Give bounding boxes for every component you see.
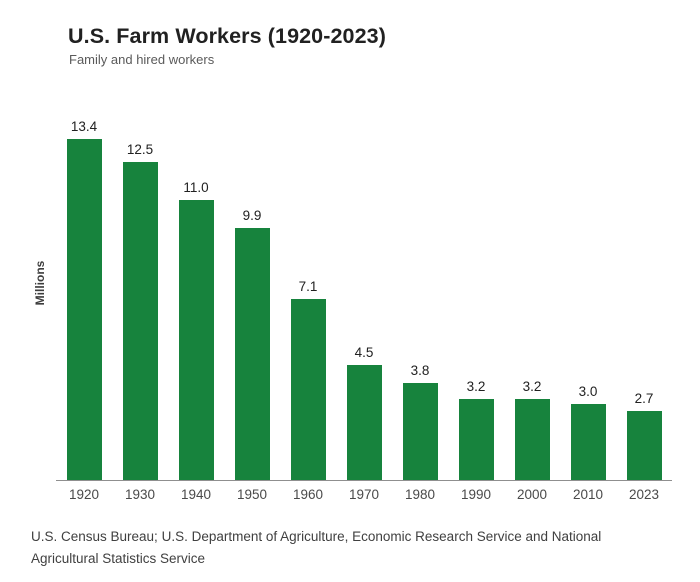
source-line-2: Agricultural Statistics Service — [31, 551, 206, 566]
bar — [570, 404, 606, 480]
bar — [458, 399, 494, 480]
bar-value-label: 3.2 — [522, 379, 542, 394]
x-tick-label: 2010 — [572, 487, 604, 502]
bar-column: 13.4 — [56, 119, 112, 480]
bar-value-label: 3.0 — [578, 384, 598, 399]
bar-value-label: 3.2 — [466, 379, 486, 394]
bar — [290, 299, 326, 480]
y-axis-label: Millions — [33, 260, 47, 306]
x-axis-labels: 1920 1930 1940 1950 1960 1970 1980 1990 2000 2010… — [56, 487, 672, 502]
bar-value-label: 2.7 — [634, 391, 654, 406]
bar-value-label: 12.5 — [126, 142, 154, 157]
bar-value-label: 11.0 — [183, 180, 209, 195]
bar — [346, 365, 382, 480]
x-tick-label: 1930 — [124, 487, 156, 502]
bar-column: 7.1 — [280, 279, 336, 480]
x-tick-label: 1970 — [348, 487, 380, 502]
chart-subtitle: Family and hired workers — [69, 52, 215, 67]
bar-column: 3.2 — [448, 379, 504, 480]
bar-value-label: 9.9 — [242, 208, 262, 223]
x-tick-label: 1960 — [292, 487, 324, 502]
x-tick-label: 1980 — [404, 487, 436, 502]
bar-column: 3.0 — [560, 384, 616, 480]
bar — [234, 228, 270, 480]
bars: 13.4 12.5 11.0 9.9 7.1 4.5 3.8 3.2 3.2 3.0 2.7 — [56, 110, 672, 480]
bar-column: 9.9 — [224, 208, 280, 480]
bar — [66, 139, 102, 480]
x-tick-label: 1950 — [236, 487, 268, 502]
bar-column: 12.5 — [112, 142, 168, 480]
source-line-1: U.S. Census Bureau; U.S. Department of A… — [31, 529, 602, 544]
bar-value-label: 13.4 — [70, 119, 98, 134]
chart-title: U.S. Farm Workers (1920-2023) — [68, 24, 386, 48]
bar-column: 3.8 — [392, 363, 448, 480]
bar — [402, 383, 438, 480]
x-tick-label: 2000 — [516, 487, 548, 502]
bar-value-label: 3.8 — [410, 363, 430, 378]
x-tick-label: 1920 — [68, 487, 100, 502]
bar-column: 2.7 — [616, 391, 672, 480]
x-tick-label: 1990 — [460, 487, 492, 502]
bar — [178, 200, 214, 480]
bar — [626, 411, 662, 480]
plot-area: 13.4 12.5 11.0 9.9 7.1 4.5 3.8 3.2 3.2 3.0 2.7 — [56, 110, 672, 481]
bar-column: 4.5 — [336, 345, 392, 480]
bar-value-label: 4.5 — [354, 345, 374, 360]
bar-column: 11.0 — [168, 180, 224, 480]
x-tick-label: 1940 — [180, 487, 212, 502]
bar — [514, 399, 550, 480]
source-note: U.S. Census Bureau; U.S. Department of A… — [31, 526, 601, 570]
bar — [122, 162, 158, 480]
bar-value-label: 7.1 — [298, 279, 318, 294]
bar-column: 3.2 — [504, 379, 560, 480]
x-tick-label: 2023 — [628, 487, 660, 502]
